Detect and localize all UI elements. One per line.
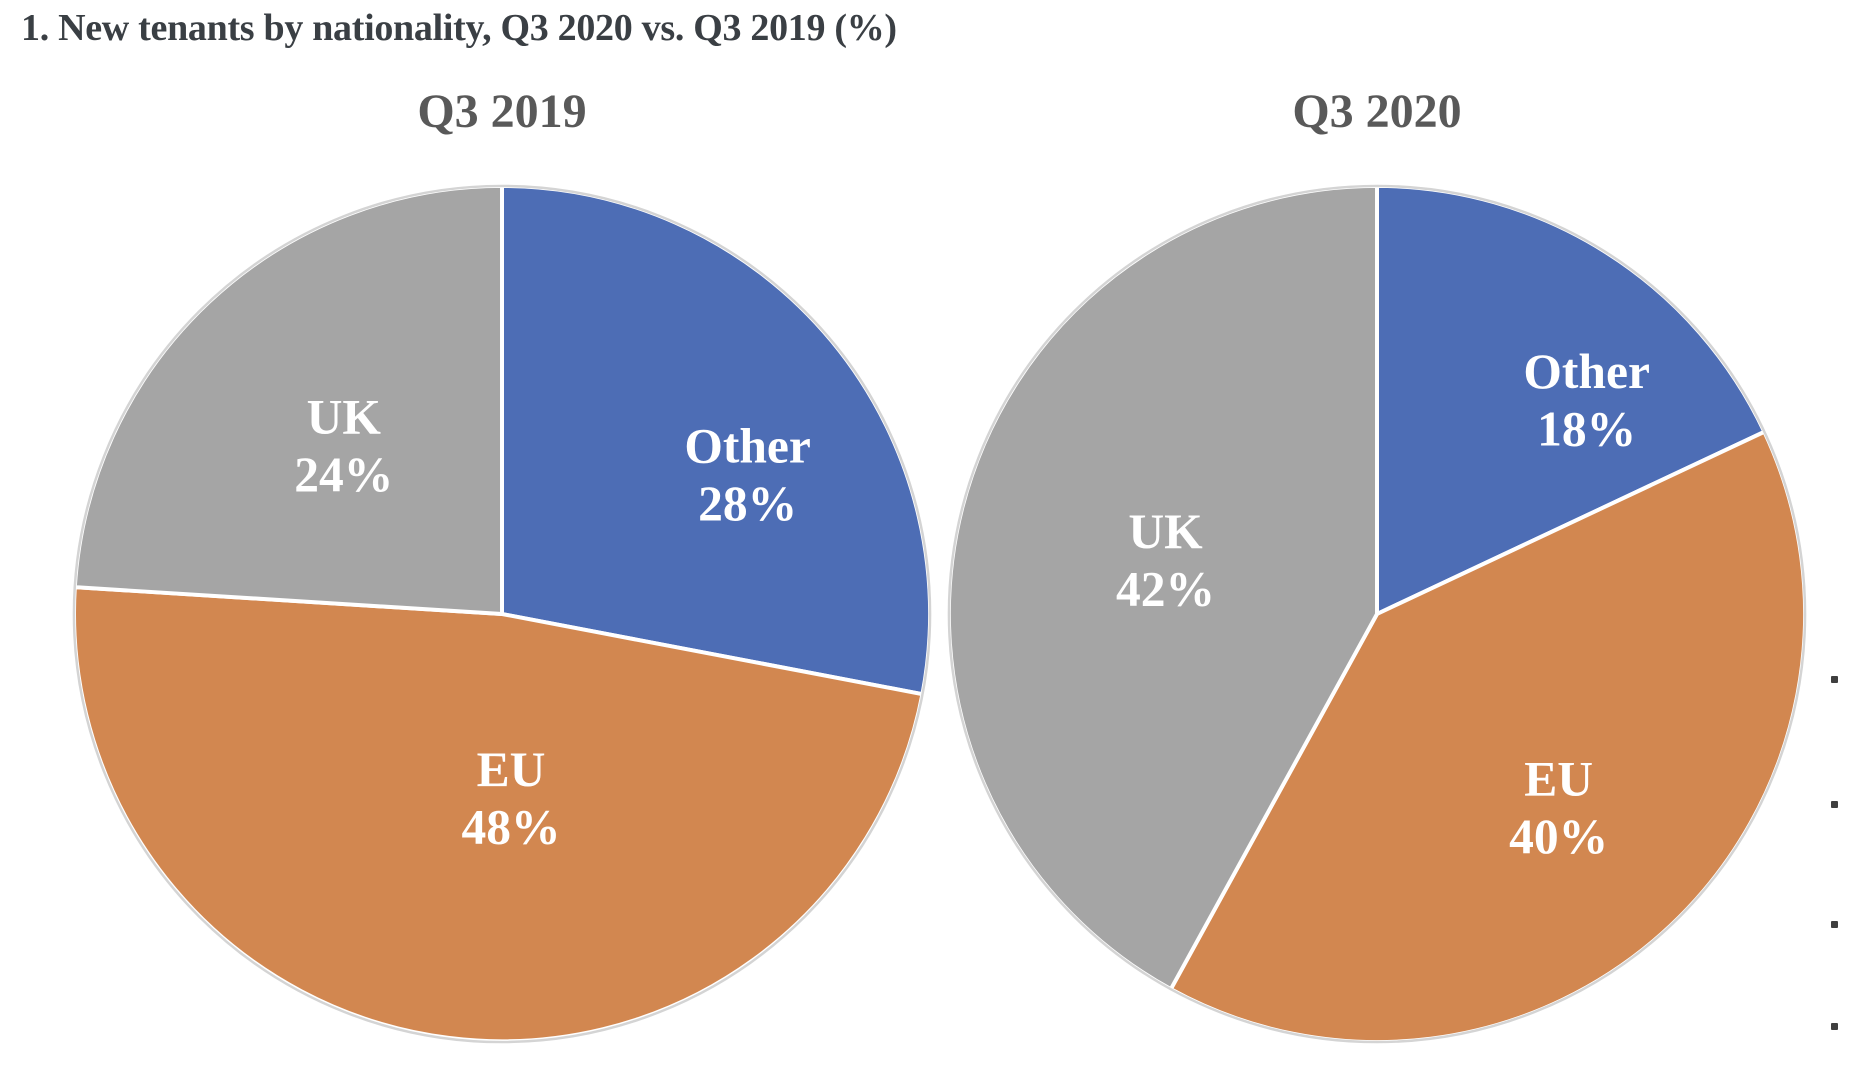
- cropped-bullet-dot: [1831, 1023, 1838, 1030]
- slice-label-eu-q3-2020: EU 40%: [1509, 752, 1608, 864]
- cropped-bullet-dot: [1831, 921, 1838, 928]
- slice-label-eu-q3-2019: EU 48%: [461, 742, 560, 854]
- pie-chart-q3-2019: Other 28% EU 48% UK 24%: [72, 183, 932, 1044]
- pie-chart-q3-2020: Other 18% EU 40% UK 42%: [946, 183, 1808, 1045]
- pie-figure-q3-2019: Q3 2019 Other 28% EU 48% UK 24%: [66, 84, 938, 1064]
- pie-outline: [72, 184, 932, 1044]
- pie-outline: [947, 184, 1807, 1044]
- chart-title-q3-2020: Q3 2020: [1292, 85, 1462, 138]
- pie-figure-q3-2020: Q3 2020 Other 18% EU 40% UK 42%: [941, 84, 1813, 1064]
- cropped-bullet-dot: [1831, 801, 1838, 808]
- cropped-bullet-dot: [1831, 676, 1838, 683]
- pie-slice-uk-q3-2019: [72, 183, 504, 616]
- slice-label-other-q3-2019: Other 28%: [684, 419, 811, 531]
- page-title: 1. New tenants by nationality, Q3 2020 v…: [21, 7, 897, 49]
- chart-title-q3-2019: Q3 2019: [417, 85, 587, 138]
- slice-label-uk-q3-2019: UK 24%: [294, 390, 393, 502]
- slice-label-other-q3-2020: Other 18%: [1523, 344, 1650, 456]
- slice-label-uk-q3-2020: UK 42%: [1116, 504, 1215, 616]
